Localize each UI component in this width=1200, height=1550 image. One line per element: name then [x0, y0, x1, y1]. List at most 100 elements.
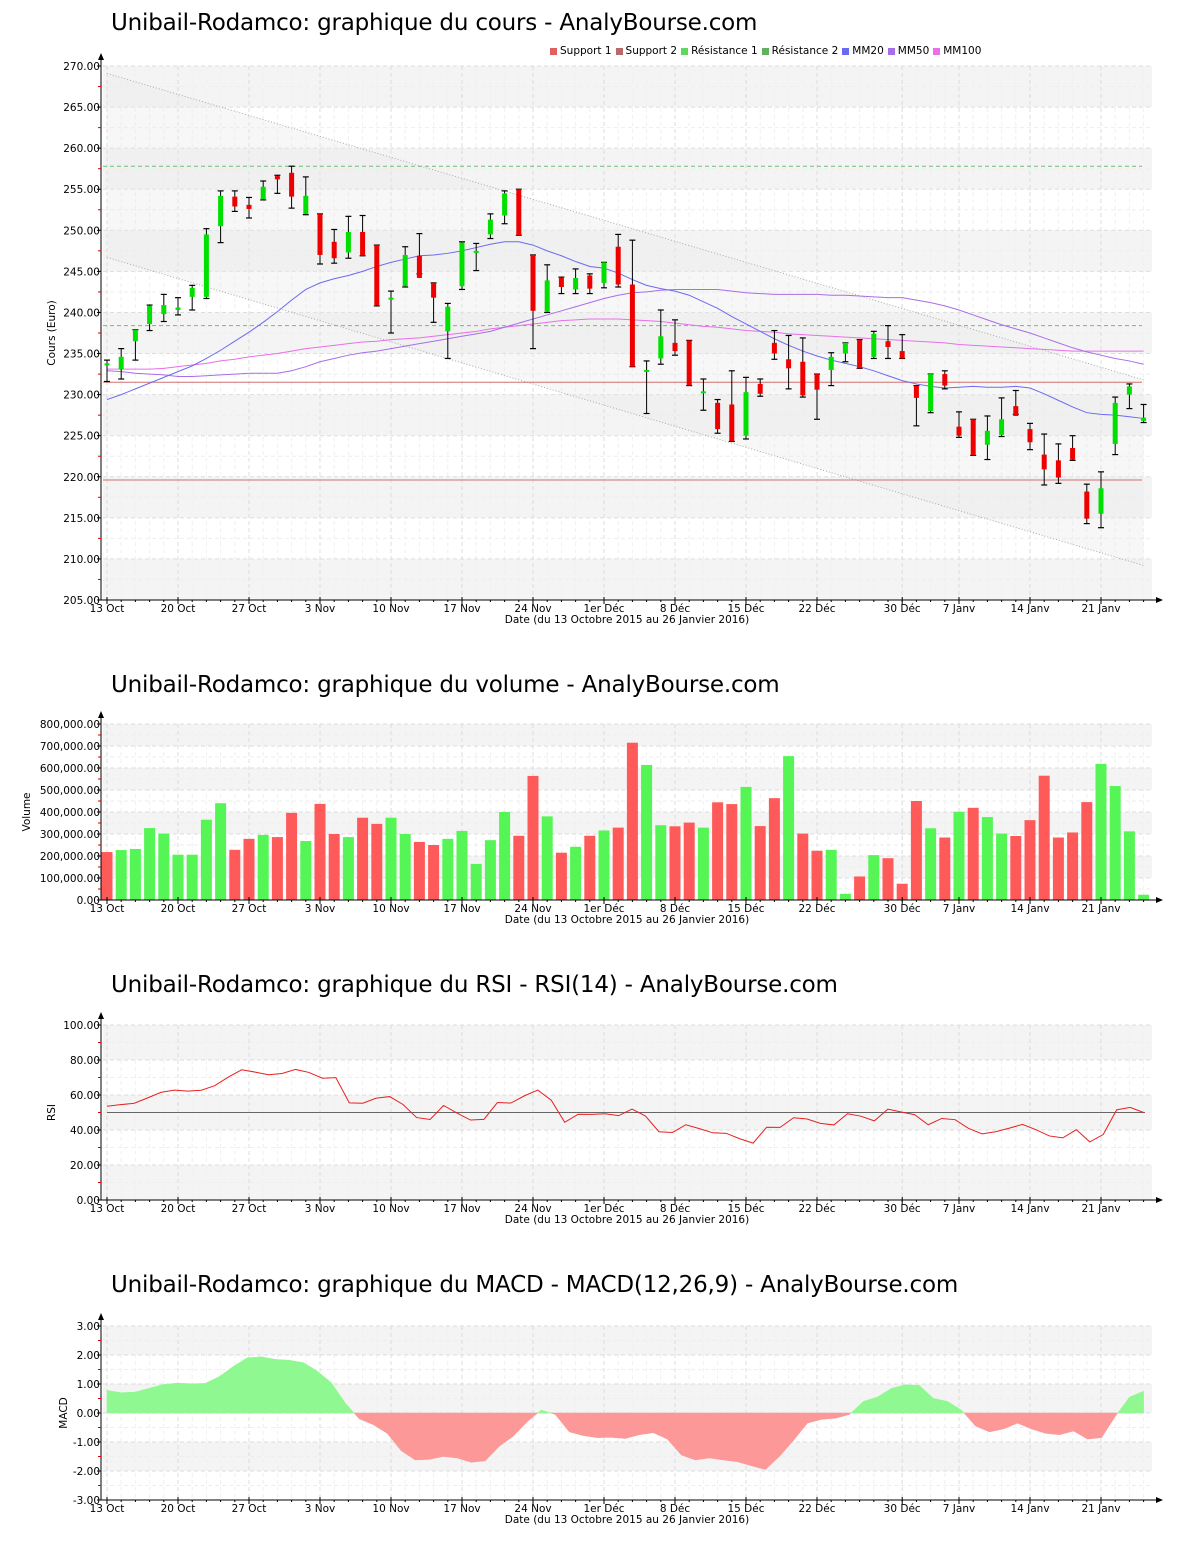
x-tick-label: 15 Déc	[727, 903, 764, 915]
macd-positive-area	[176, 1382, 192, 1414]
x-tick-label: 27 Oct	[232, 903, 267, 915]
price-legend: Support 1 Support 2 Résistance 1 Résistance…	[550, 45, 985, 58]
volume-bar	[584, 835, 596, 900]
volume-bar	[1052, 837, 1064, 900]
macd-negative-area	[723, 1412, 738, 1463]
macd-positive-area	[891, 1384, 906, 1414]
volume-bar	[229, 849, 241, 900]
volume-bar	[158, 833, 170, 900]
y-tick-label: 240.00	[63, 307, 100, 319]
volume-bar	[754, 826, 766, 900]
volume-bar	[1109, 786, 1121, 900]
macd-positive-area	[541, 1409, 551, 1414]
legend-swatch-icon	[550, 47, 557, 55]
x-tick-label: 21 Janv	[1081, 1503, 1120, 1515]
candle	[1098, 488, 1104, 514]
x-tick-label: 10 Nov	[372, 603, 409, 615]
macd-negative-area	[1059, 1412, 1074, 1436]
x-tick-label: 15 Déc	[727, 603, 764, 615]
candle	[487, 219, 493, 235]
legend-label: MM100	[943, 45, 982, 57]
volume-bars	[101, 742, 1150, 900]
y-tick-label: 250.00	[63, 225, 100, 237]
x-tick-label: 24 Nov	[514, 1203, 551, 1215]
macd-positive-area	[274, 1359, 290, 1414]
macd-negative-area	[793, 1412, 808, 1442]
candle	[828, 356, 834, 370]
volume-bar	[712, 802, 724, 900]
volume-bar	[626, 742, 638, 900]
x-tick-label: 10 Nov	[372, 903, 409, 915]
macd-negative-area	[681, 1412, 696, 1461]
volume-bar	[882, 858, 894, 900]
legend-label: MM20	[852, 45, 884, 57]
macd-negative-area	[358, 1412, 374, 1425]
x-tick-label: 30 Déc	[884, 1503, 921, 1515]
x-tick-label: 8 Déc	[660, 1203, 691, 1215]
x-tick-label: 8 Déc	[660, 903, 691, 915]
x-tick-label: 14 Janv	[1010, 603, 1049, 615]
candle	[800, 361, 806, 396]
y-tick-label: 230.00	[63, 390, 100, 402]
macd-negative-area	[353, 1412, 360, 1420]
x-axis-arrow-icon	[1156, 1197, 1163, 1203]
candle	[502, 193, 508, 216]
macd-negative-area	[639, 1412, 654, 1436]
macd-negative-area	[583, 1412, 598, 1438]
y-tick-label: -1.00	[73, 1437, 100, 1449]
y-tick-label: 270.00	[63, 61, 100, 73]
candle	[970, 419, 976, 456]
y-axis-label: RSI	[46, 1104, 58, 1121]
channel-lower-line	[106, 256, 1144, 566]
candle	[317, 213, 323, 255]
volume-bar	[953, 811, 965, 900]
x-tick-label: 20 Oct	[161, 1203, 196, 1215]
candle	[757, 383, 763, 394]
macd-chart-title: Unibail-Rodamco: graphique du MACD - MAC…	[111, 1272, 959, 1298]
volume-bar	[541, 816, 553, 900]
candle	[1070, 448, 1076, 460]
x-tick-label: 7 Janv	[943, 1503, 975, 1515]
macd-negative-area	[751, 1412, 766, 1470]
x-tick-label: 1er Déc	[583, 1503, 624, 1515]
volume-bar	[896, 883, 908, 900]
y-tick-label: 600,000.00	[40, 763, 100, 775]
legend-swatch-icon	[933, 47, 941, 55]
volume-bar	[868, 855, 880, 900]
legend-swatch-icon	[681, 47, 689, 55]
rsi-panel: Unibail-Rodamco: graphique du RSI - RSI(…	[0, 960, 1200, 1240]
candle	[360, 231, 366, 256]
x-tick-label: 21 Janv	[1081, 1203, 1120, 1215]
candle	[374, 245, 380, 306]
macd-negative-area	[849, 1412, 852, 1416]
volume-bar	[939, 837, 951, 900]
legend-label: Support 1	[560, 45, 612, 57]
legend-label: MM50	[897, 45, 930, 57]
volume-bar	[697, 827, 709, 900]
x-tick-label: 17 Nov	[443, 903, 480, 915]
macd-positive-area	[218, 1366, 234, 1414]
legend-swatch-icon	[615, 47, 623, 55]
x-tick-label: 8 Déc	[660, 603, 691, 615]
macd-negative-area	[1115, 1412, 1119, 1417]
volume-bar	[570, 846, 582, 900]
x-tick-label: 24 Nov	[514, 903, 551, 915]
volume-bar	[513, 835, 525, 900]
candle	[743, 392, 749, 436]
legend-swatch-icon	[761, 47, 769, 55]
macd-negative-area	[821, 1412, 836, 1420]
y-tick-label: 260.00	[63, 143, 100, 155]
candle	[303, 195, 309, 214]
candle	[1013, 406, 1019, 416]
x-tick-label: 3 Nov	[305, 603, 336, 615]
x-tick-label: 13 Oct	[90, 1503, 125, 1515]
candle	[999, 419, 1005, 435]
x-tick-label: 30 Déc	[884, 603, 921, 615]
macd-negative-area	[428, 1412, 444, 1460]
y-tick-label: 255.00	[63, 184, 100, 196]
y-axis-arrow-icon	[98, 1313, 104, 1320]
volume-bar	[555, 852, 567, 900]
macd-negative-area	[611, 1412, 626, 1439]
x-axis-label: Date (du 13 Octobre 2015 au 26 Janvier 2…	[505, 614, 749, 626]
mm100-line	[107, 318, 1144, 370]
